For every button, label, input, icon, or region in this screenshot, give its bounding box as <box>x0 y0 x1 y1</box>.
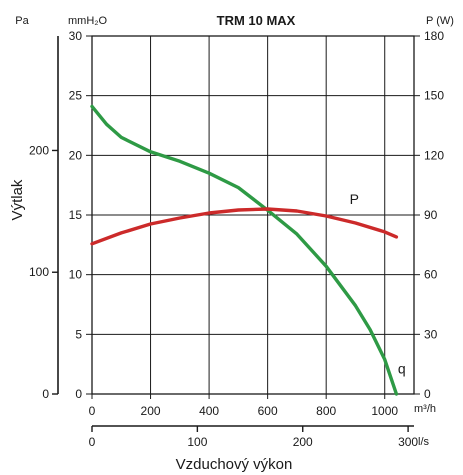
m3h-tick-label: 400 <box>199 404 219 418</box>
ls-unit-label: l/s <box>418 436 430 448</box>
series-lines <box>90 104 399 396</box>
mmh2o-unit-label: mmH₂O <box>68 15 108 27</box>
power-tick-label: 0 <box>424 387 431 401</box>
pa-tick-label: 0 <box>42 387 49 401</box>
power-tick-label: 120 <box>424 148 444 162</box>
ls-tick-label: 0 <box>89 435 96 449</box>
m3h-unit-label: m³/h <box>414 403 436 415</box>
series-line-p <box>90 207 399 246</box>
power-tick-label: 30 <box>424 327 438 341</box>
pa-unit-label: Pa <box>15 15 29 27</box>
m3h-tick-label: 600 <box>258 404 278 418</box>
m3h-tick-label: 200 <box>141 404 161 418</box>
mmh2o-tick-label: 5 <box>75 327 82 341</box>
x-axis-title: Vzduchový výkon <box>176 456 293 473</box>
mmh2o-tick-label: 15 <box>69 208 83 222</box>
mmh2o-tick-label: 25 <box>69 89 83 103</box>
ls-tick-label: 300 <box>398 435 418 449</box>
power-unit-label: P (W) <box>426 15 454 27</box>
ls-tick-label: 200 <box>293 435 313 449</box>
mmh2o-tick-label: 20 <box>69 148 83 162</box>
pa-tick-label: 200 <box>29 143 49 157</box>
grid <box>91 35 415 395</box>
mmh2o-tick-label: 10 <box>69 268 83 282</box>
power-tick-label: 180 <box>424 29 444 43</box>
series-line-q <box>90 104 399 396</box>
power-tick-label: 60 <box>424 268 438 282</box>
power-tick-label: 90 <box>424 208 438 222</box>
m3h-tick-label: 0 <box>89 404 96 418</box>
mmh2o-tick-label: 30 <box>69 29 83 43</box>
m3h-tick-label: 1000 <box>371 404 398 418</box>
labels: Pq <box>350 191 406 377</box>
mmh2o-tick-label: 0 <box>75 387 82 401</box>
pa-tick-label: 100 <box>29 265 49 279</box>
y-axis-title: Výtlak <box>9 179 26 220</box>
series-label-p: P <box>350 191 359 207</box>
m3h-tick-label: 800 <box>316 404 336 418</box>
ls-tick-label: 100 <box>187 435 207 449</box>
series-label-q: q <box>398 361 406 377</box>
power-tick-label: 150 <box>424 89 444 103</box>
chart-title: TRM 10 MAX <box>217 13 296 28</box>
